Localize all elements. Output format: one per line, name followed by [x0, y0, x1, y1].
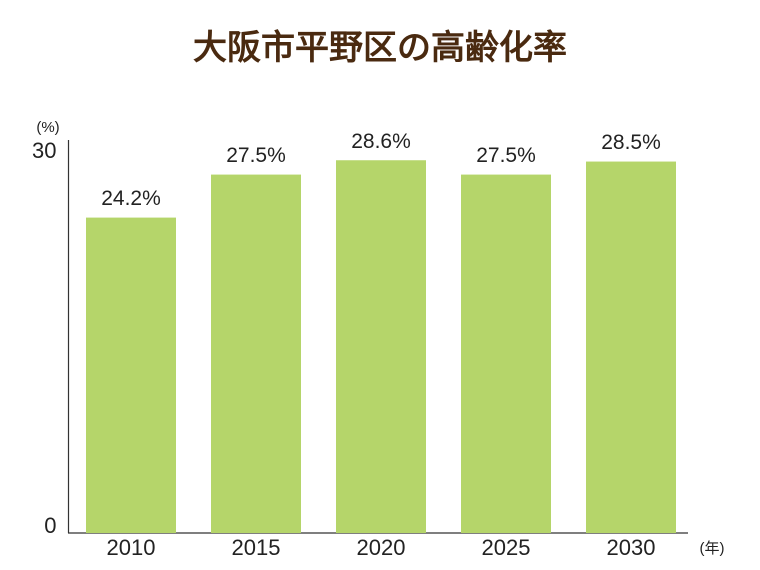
bar — [586, 161, 676, 534]
x-tick-label: 2015 — [232, 535, 281, 560]
bar — [336, 160, 426, 533]
value-label: 27.5% — [476, 144, 536, 167]
value-label: 24.2% — [101, 187, 161, 210]
y-tick-label: 30 — [32, 138, 56, 163]
bar — [461, 174, 551, 534]
value-label: 28.5% — [601, 131, 661, 154]
y-tick-label: 0 — [44, 513, 56, 538]
value-label: 28.6% — [351, 130, 411, 153]
x-tick-label: 2030 — [607, 535, 656, 560]
y-axis-label: (%) — [36, 119, 59, 136]
bar — [211, 174, 301, 534]
value-label: 27.5% — [226, 144, 286, 167]
x-tick-label: 2025 — [482, 535, 531, 560]
x-tick-label: 2020 — [357, 535, 406, 560]
bar — [86, 217, 176, 534]
x-axis-label: (年) — [700, 540, 725, 557]
chart-title: 大阪市平野区の高齢化率 — [193, 28, 567, 67]
x-tick-label: 2010 — [107, 535, 156, 560]
